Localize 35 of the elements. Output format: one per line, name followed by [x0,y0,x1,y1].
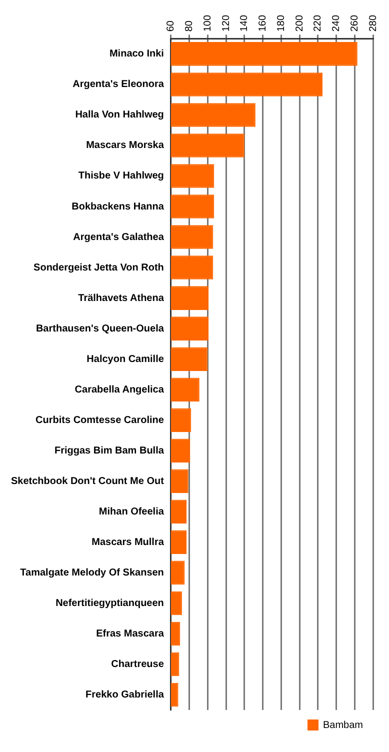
y-tick-label: Bokbackens Hanna [72,201,164,212]
y-tick-label: Sondergeist Jetta Von Roth [34,262,164,274]
x-tick-label: 140 [239,14,250,32]
x-tick-label: 80 [184,20,196,32]
y-tick-label: Thisbe V Hahlweg [78,170,164,182]
x-tick-label: 160 [258,14,269,32]
y-tick-label: Nefertitiegyptianqueen [56,598,164,609]
y-tick-label: Halcyon Camille [86,354,164,365]
x-tick-label: 100 [202,14,214,32]
y-tick-label: Argenta's Eleonora [72,79,164,90]
y-tick-label: Barthausen's Queen-Ouela [36,323,164,334]
y-tick-label: Mascars Mullra [92,536,164,548]
y-tick-label: Efras Mascara [96,628,164,640]
x-tick-label: 200 [294,14,306,32]
y-tick-label: Friggas Bim Bam Bulla [54,445,164,456]
y-tick-label: Minaco Inki [109,48,164,60]
x-tick-label: 180 [276,14,287,32]
y-tick-label: Mihan Ofeelia [98,506,164,518]
legend-label: Bambam [322,720,363,731]
x-tick-label: 220 [312,14,324,32]
y-tick-label: Curbits Comtesse Caroline [36,414,164,426]
y-tick-label: Sketchbook Don't Count Me Out [10,476,165,487]
x-tick-label: 240 [331,14,342,32]
y-tick-label: Frekko Gabriella [86,689,164,700]
y-tick-label: Mascars Morska [86,140,164,152]
x-tick-label: 280 [368,14,379,32]
y-tick-label: Trälhavets Athena [78,292,164,304]
y-tick-label: Halla Von Hahlweg [75,110,164,121]
y-tick-label: Carabella Angelica [74,384,164,396]
x-tick-label: 120 [220,14,232,32]
y-tick-label: Tamalgate Melody Of Skansen [20,567,164,578]
x-tick-label: 260 [349,14,360,32]
y-tick-label: Chartreuse [111,658,164,670]
y-tick-label: Argenta's Galathea [73,232,164,243]
x-tick-label: 60 [166,20,177,32]
